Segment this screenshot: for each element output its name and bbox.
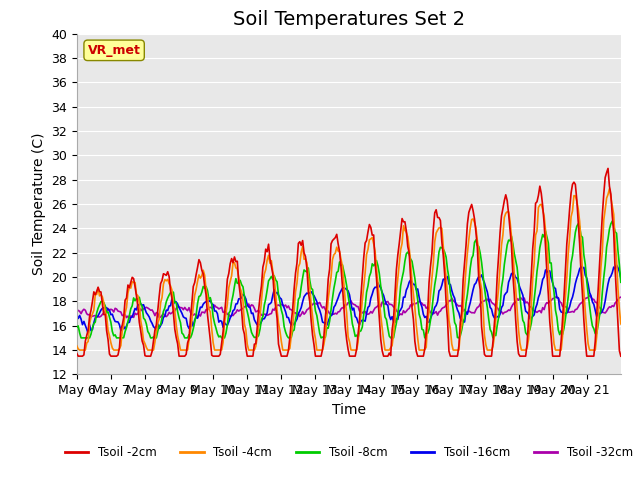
X-axis label: Time: Time <box>332 403 366 417</box>
Y-axis label: Soil Temperature (C): Soil Temperature (C) <box>31 133 45 275</box>
Title: Soil Temperatures Set 2: Soil Temperatures Set 2 <box>233 10 465 29</box>
Text: VR_met: VR_met <box>88 44 141 57</box>
Legend: Tsoil -2cm, Tsoil -4cm, Tsoil -8cm, Tsoil -16cm, Tsoil -32cm: Tsoil -2cm, Tsoil -4cm, Tsoil -8cm, Tsoi… <box>60 442 637 464</box>
